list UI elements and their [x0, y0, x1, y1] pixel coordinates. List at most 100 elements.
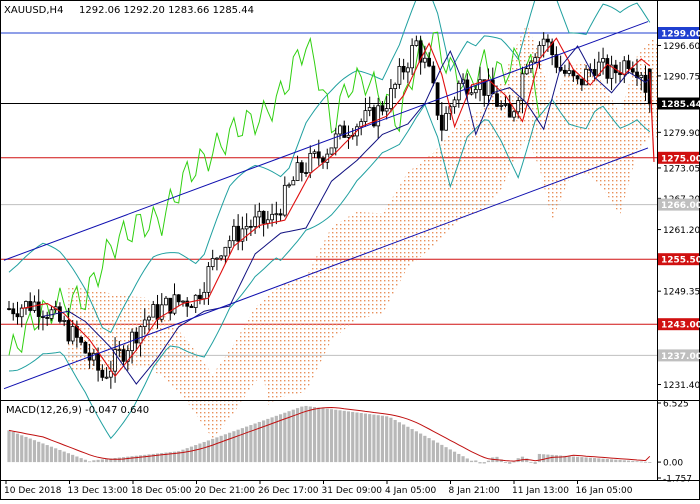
candle-body[interactable] — [104, 376, 109, 379]
candle-body[interactable] — [486, 79, 491, 96]
candle-body[interactable] — [113, 349, 117, 372]
candle-body[interactable] — [567, 70, 572, 74]
candle-body[interactable] — [316, 151, 321, 159]
candle-body[interactable] — [227, 240, 232, 248]
candle-body[interactable] — [181, 300, 185, 303]
candle-body[interactable] — [265, 219, 270, 224]
candle-body[interactable] — [444, 113, 448, 131]
candle-body[interactable] — [108, 370, 113, 378]
candle-body[interactable] — [342, 125, 347, 138]
candle-body[interactable] — [537, 45, 542, 59]
candle-body[interactable] — [596, 61, 601, 76]
candle-body[interactable] — [240, 228, 245, 242]
candle-body[interactable] — [389, 88, 393, 109]
candle-body[interactable] — [584, 68, 589, 86]
candle-body[interactable] — [11, 308, 16, 315]
candle-body[interactable] — [520, 73, 525, 101]
candle-body[interactable] — [346, 134, 351, 138]
candle-body[interactable] — [248, 225, 253, 228]
candle-body[interactable] — [70, 326, 75, 342]
candle-body[interactable] — [291, 180, 296, 186]
candle-body[interactable] — [367, 107, 372, 112]
candle-body[interactable] — [287, 184, 291, 187]
candle-body[interactable] — [626, 60, 631, 69]
candle-body[interactable] — [397, 65, 402, 85]
candle-body[interactable] — [427, 57, 431, 67]
candle-body[interactable] — [236, 225, 241, 242]
candle-body[interactable] — [138, 326, 143, 344]
candle-body[interactable] — [282, 184, 287, 216]
candle-body[interactable] — [507, 103, 512, 118]
candle-body[interactable] — [571, 70, 576, 77]
candle-body[interactable] — [609, 64, 614, 79]
candle-body[interactable] — [439, 114, 444, 131]
candle-body[interactable] — [554, 54, 559, 68]
candle-body[interactable] — [83, 341, 88, 354]
candle-body[interactable] — [308, 153, 313, 174]
candle-body[interactable] — [278, 213, 283, 216]
candle-body[interactable] — [414, 40, 419, 46]
candle-body[interactable] — [363, 110, 368, 122]
candle-body[interactable] — [223, 246, 228, 257]
candle-body[interactable] — [333, 133, 338, 149]
candle-body[interactable] — [270, 213, 274, 221]
candle-body[interactable] — [622, 60, 627, 75]
candle-body[interactable] — [172, 294, 177, 314]
candle-body[interactable] — [299, 162, 304, 173]
candle-body[interactable] — [304, 172, 308, 174]
candle-body[interactable] — [206, 266, 211, 293]
candle-body[interactable] — [79, 336, 84, 343]
candle-body[interactable] — [257, 210, 262, 218]
candle-body[interactable] — [372, 107, 376, 127]
candle-body[interactable] — [189, 305, 194, 308]
candle-body[interactable] — [215, 257, 219, 260]
candle-body[interactable] — [91, 353, 96, 361]
candle-body[interactable] — [541, 38, 546, 46]
candle-body[interactable] — [533, 57, 538, 63]
candle-body[interactable] — [393, 83, 398, 90]
candle-body[interactable] — [168, 297, 173, 314]
candle-body[interactable] — [338, 125, 342, 135]
candle-body[interactable] — [473, 89, 478, 94]
candle-body[interactable] — [401, 65, 406, 73]
candle-body[interactable] — [380, 105, 385, 112]
candle-body[interactable] — [15, 313, 20, 318]
candle-body[interactable] — [643, 74, 648, 93]
candle-body[interactable] — [295, 162, 300, 181]
candle-body[interactable] — [244, 225, 249, 230]
candle-body[interactable] — [592, 69, 597, 76]
candle-body[interactable] — [431, 65, 436, 84]
candle-body[interactable] — [605, 58, 610, 79]
candle-body[interactable] — [210, 258, 215, 268]
candle-body[interactable] — [58, 306, 62, 322]
candle-body[interactable] — [639, 74, 644, 78]
candle-body[interactable] — [96, 353, 101, 371]
candle-body[interactable] — [410, 45, 415, 69]
candle-body[interactable] — [384, 108, 389, 112]
candle-body[interactable] — [147, 316, 151, 321]
candle-body[interactable] — [159, 304, 164, 320]
candle-body[interactable] — [524, 68, 529, 75]
candle-body[interactable] — [219, 255, 224, 259]
candle-body[interactable] — [202, 291, 207, 300]
candle-body[interactable] — [274, 213, 279, 216]
candle-body[interactable] — [100, 369, 105, 378]
candle-body[interactable] — [647, 68, 652, 104]
candle-body[interactable] — [232, 225, 236, 242]
candle-body[interactable] — [45, 317, 50, 319]
candle-body[interactable] — [469, 92, 474, 95]
candle-body[interactable] — [482, 79, 487, 96]
candle-body[interactable] — [185, 300, 190, 307]
candle-body[interactable] — [579, 78, 584, 86]
candle-body[interactable] — [121, 349, 126, 362]
candle-body[interactable] — [550, 41, 555, 56]
candle-body[interactable] — [36, 301, 41, 317]
candle-body[interactable] — [198, 294, 202, 300]
candle-body[interactable] — [155, 304, 160, 320]
candle-body[interactable] — [601, 58, 605, 63]
candle-body[interactable] — [62, 320, 67, 322]
candle-body[interactable] — [312, 151, 317, 154]
candle-body[interactable] — [452, 99, 457, 108]
candle-body[interactable] — [546, 38, 550, 43]
